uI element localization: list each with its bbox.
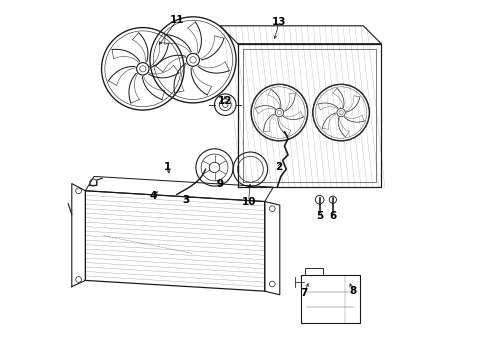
Text: 7: 7 bbox=[300, 288, 308, 298]
Text: 13: 13 bbox=[272, 17, 286, 27]
Bar bbox=[305, 268, 323, 275]
Text: 12: 12 bbox=[218, 96, 233, 106]
Text: 3: 3 bbox=[182, 195, 190, 205]
Text: 6: 6 bbox=[329, 211, 337, 221]
Text: 5: 5 bbox=[317, 211, 324, 221]
Text: 8: 8 bbox=[349, 286, 356, 296]
Text: 9: 9 bbox=[216, 179, 223, 189]
Bar bbox=[300, 275, 360, 323]
Text: 2: 2 bbox=[275, 162, 283, 172]
Text: 1: 1 bbox=[164, 162, 171, 172]
Text: 4: 4 bbox=[150, 191, 157, 201]
Text: 11: 11 bbox=[170, 15, 184, 26]
Text: 10: 10 bbox=[242, 197, 256, 207]
